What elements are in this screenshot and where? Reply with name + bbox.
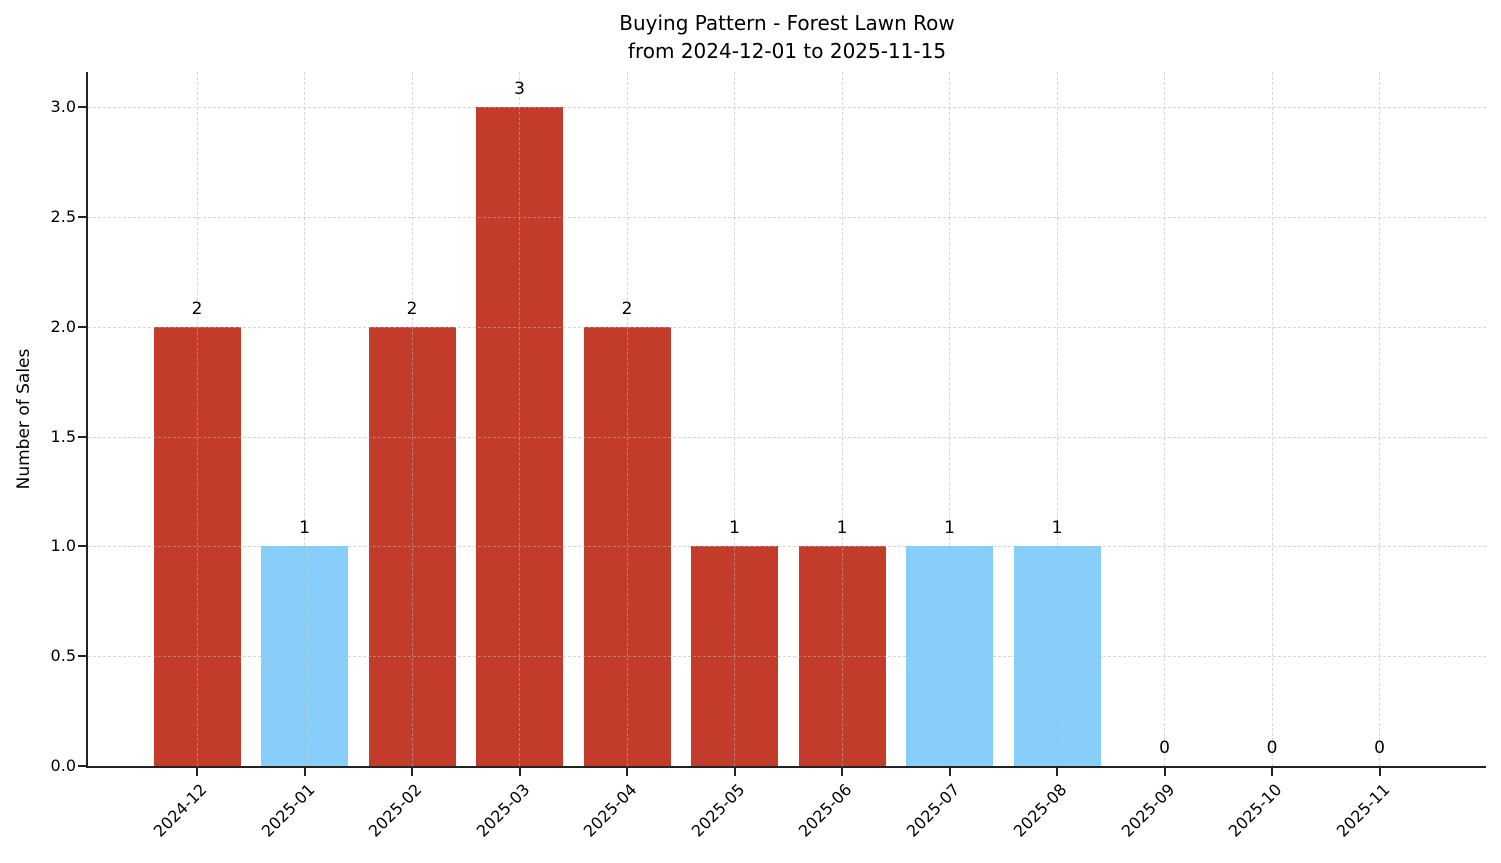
y-tick-label-2: 2.0 <box>50 316 76 336</box>
x-tick-label-2025-05: 2025-05 <box>687 780 748 841</box>
h-gridline-2 <box>88 326 1486 328</box>
v-gridline-2025-10 <box>1271 72 1273 766</box>
bar-value-label-2025-11: 0 <box>1374 738 1385 758</box>
y-tick-label-0.5: 0.5 <box>50 646 76 666</box>
bar-value-label-2025-07: 1 <box>944 518 955 539</box>
h-gridline-1 <box>88 546 1486 548</box>
bar-value-label-2025-10: 0 <box>1266 738 1278 758</box>
v-gridline-2025-11 <box>1379 72 1380 766</box>
x-tick-2025-08 <box>1056 768 1058 776</box>
x-tick-2025-02 <box>411 768 413 776</box>
bar-value-label-2025-03: 3 <box>514 79 525 100</box>
bottom-spine <box>86 766 1486 768</box>
v-gridline-2025-05 <box>734 72 735 766</box>
bar-value-label-2025-05: 1 <box>729 518 740 539</box>
y-tick-3 <box>78 106 86 109</box>
x-tick-2025-09 <box>1163 768 1166 776</box>
y-tick-label-3: 3.0 <box>50 97 76 117</box>
x-tick-2025-04 <box>626 768 628 776</box>
x-tick-2025-11 <box>1378 768 1381 776</box>
y-tick-label-1: 1.0 <box>50 536 76 556</box>
x-tick-2025-03 <box>518 768 521 776</box>
x-tick-2025-10 <box>1271 768 1273 776</box>
v-gridline-2025-01 <box>304 72 305 766</box>
x-tick-2025-07 <box>948 768 951 776</box>
chart-title: Buying Pattern - Forest Lawn Row from 20… <box>88 9 1486 65</box>
y-tick-1.5 <box>78 435 86 438</box>
x-tick-label-2025-11: 2025-11 <box>1332 780 1393 841</box>
chart-title-line2: from 2024-12-01 to 2025-11-15 <box>627 39 947 63</box>
h-gridline-0.5 <box>88 656 1486 658</box>
h-gridline-3 <box>88 107 1486 109</box>
x-tick-label-2025-01: 2025-01 <box>257 780 318 841</box>
v-gridline-2024-12 <box>196 72 198 766</box>
v-gridline-2025-06 <box>841 72 843 766</box>
bar-value-label-2025-09: 0 <box>1159 738 1170 758</box>
x-tick-label-2025-07: 2025-07 <box>902 780 963 841</box>
x-tick-2025-05 <box>733 768 736 776</box>
y-axis-label: Number of Sales <box>14 348 34 490</box>
left-spine <box>86 72 88 768</box>
y-tick-label-2.5: 2.5 <box>50 206 76 226</box>
bar-value-label-2025-08: 1 <box>1051 518 1063 539</box>
y-tick-0 <box>78 765 86 767</box>
x-tick-2025-06 <box>841 768 843 776</box>
v-gridline-2025-08 <box>1056 72 1058 766</box>
h-gridline-2.5 <box>88 216 1486 218</box>
v-gridline-2025-04 <box>626 72 628 766</box>
y-tick-label-1.5: 1.5 <box>50 426 76 446</box>
bar-value-label-2024-12: 2 <box>191 298 203 319</box>
bar-value-label-2025-06: 1 <box>836 518 848 539</box>
v-gridline-2025-07 <box>949 72 950 766</box>
bar-value-label-2025-01: 1 <box>299 518 310 539</box>
y-tick-2.5 <box>78 215 86 218</box>
x-tick-label-2025-09: 2025-09 <box>1117 780 1178 841</box>
bar-value-label-2025-04: 2 <box>621 298 633 319</box>
h-gridline-1.5 <box>88 436 1486 438</box>
x-tick-label-2024-12: 2024-12 <box>149 780 211 841</box>
y-tick-label-0: 0.0 <box>50 756 76 775</box>
v-gridline-2025-09 <box>1164 72 1165 766</box>
v-gridline-2025-02 <box>411 72 413 766</box>
plot-area: 2 1 2 3 2 1 1 1 1 0 0 0 <box>88 72 1486 766</box>
x-tick-2024-12 <box>196 768 198 776</box>
bar-value-label-2025-02: 2 <box>406 298 418 319</box>
y-tick-1 <box>78 545 86 548</box>
chart-title-line1: Buying Pattern - Forest Lawn Row <box>619 11 955 35</box>
x-tick-label-2025-03: 2025-03 <box>472 780 533 841</box>
y-tick-2 <box>78 325 86 328</box>
x-tick-2025-01 <box>303 768 306 776</box>
v-gridline-2025-03 <box>519 72 520 766</box>
y-tick-0.5 <box>78 655 86 658</box>
